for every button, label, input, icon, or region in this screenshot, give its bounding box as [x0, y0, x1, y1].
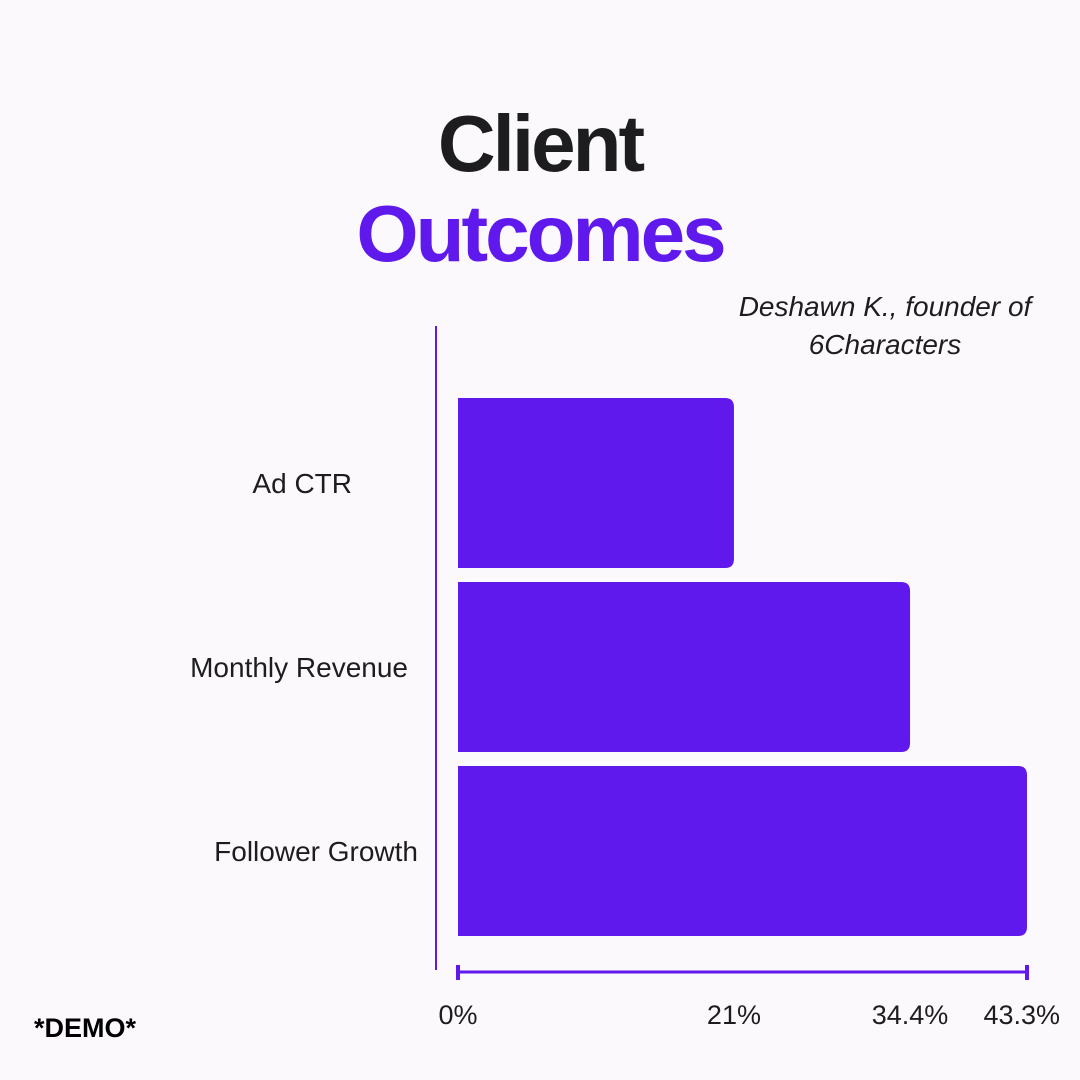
demo-footnote: *DEMO* [34, 1013, 137, 1043]
bar-ad-ctr [458, 398, 734, 568]
x-tick-label: 0% [438, 1000, 477, 1030]
category-label: Ad CTR [252, 468, 352, 499]
chart-title-line1: Client [437, 99, 645, 188]
x-tick-label: 34.4% [872, 1000, 949, 1030]
chart-subtitle: Deshawn K., founder of 6Characters [738, 291, 1032, 360]
x-tick-labels: 0% 21% 34.4% 43.3% [438, 1000, 1060, 1030]
category-label: Monthly Revenue [190, 652, 408, 683]
x-tick-label: 43.3% [983, 1000, 1060, 1030]
bar-monthly-revenue [458, 582, 911, 752]
chart-title-line2: Outcomes [356, 189, 726, 278]
x-axis [456, 965, 1029, 980]
bars-group [458, 398, 1027, 936]
category-labels: Ad CTR Monthly Revenue Follower Growth [190, 468, 418, 867]
bar-follower-growth [458, 766, 1027, 936]
x-tick-label: 21% [707, 1000, 761, 1030]
category-label: Follower Growth [214, 836, 418, 867]
